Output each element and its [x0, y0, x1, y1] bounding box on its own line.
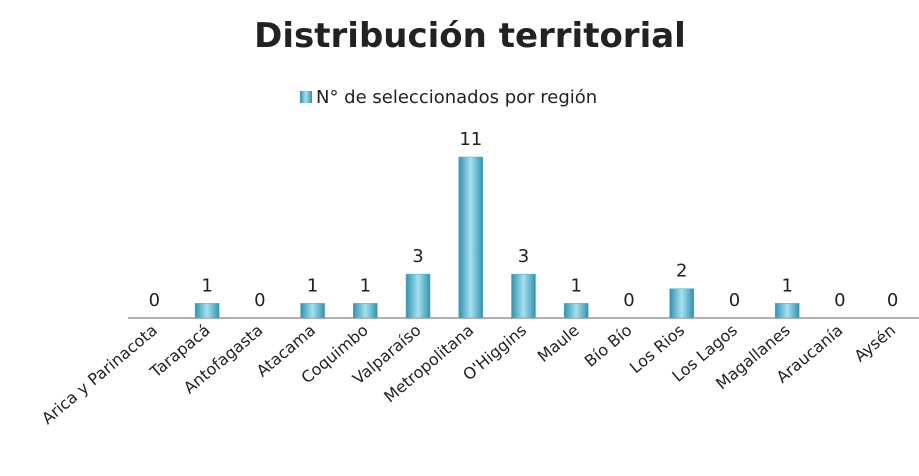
- value-label: 3: [518, 246, 529, 267]
- x-tick-label: Maule: [534, 321, 583, 366]
- x-tick-label: Metropolitana: [380, 321, 477, 407]
- value-label: 2: [676, 261, 687, 282]
- value-label: 11: [459, 129, 482, 150]
- value-label: 1: [201, 275, 212, 296]
- bar: [669, 288, 694, 319]
- value-label: 1: [360, 275, 371, 296]
- value-label: 0: [729, 290, 740, 311]
- bar: [194, 303, 220, 319]
- bar: [353, 303, 378, 319]
- legend-label: N° de seleccionados por región: [316, 87, 597, 108]
- value-label: 0: [623, 290, 634, 311]
- value-label: 0: [149, 290, 160, 311]
- value-label: 1: [781, 275, 792, 296]
- x-tick-label: Arica y Parinacota: [38, 321, 161, 428]
- chart-title: Distribución territorial: [254, 16, 686, 56]
- bar: [774, 303, 800, 319]
- value-label: 0: [887, 290, 898, 311]
- bar: [458, 156, 484, 319]
- value-label: 3: [412, 246, 423, 267]
- bar: [405, 273, 431, 319]
- value-label: 1: [307, 275, 318, 296]
- value-label: 1: [571, 275, 582, 296]
- legend-swatch: [300, 91, 312, 103]
- x-tick-label: Aysén: [850, 321, 899, 366]
- bar: [511, 273, 536, 319]
- value-label: 0: [834, 290, 845, 311]
- bar: [300, 303, 325, 319]
- value-label: 0: [254, 290, 265, 311]
- bar: [563, 303, 589, 319]
